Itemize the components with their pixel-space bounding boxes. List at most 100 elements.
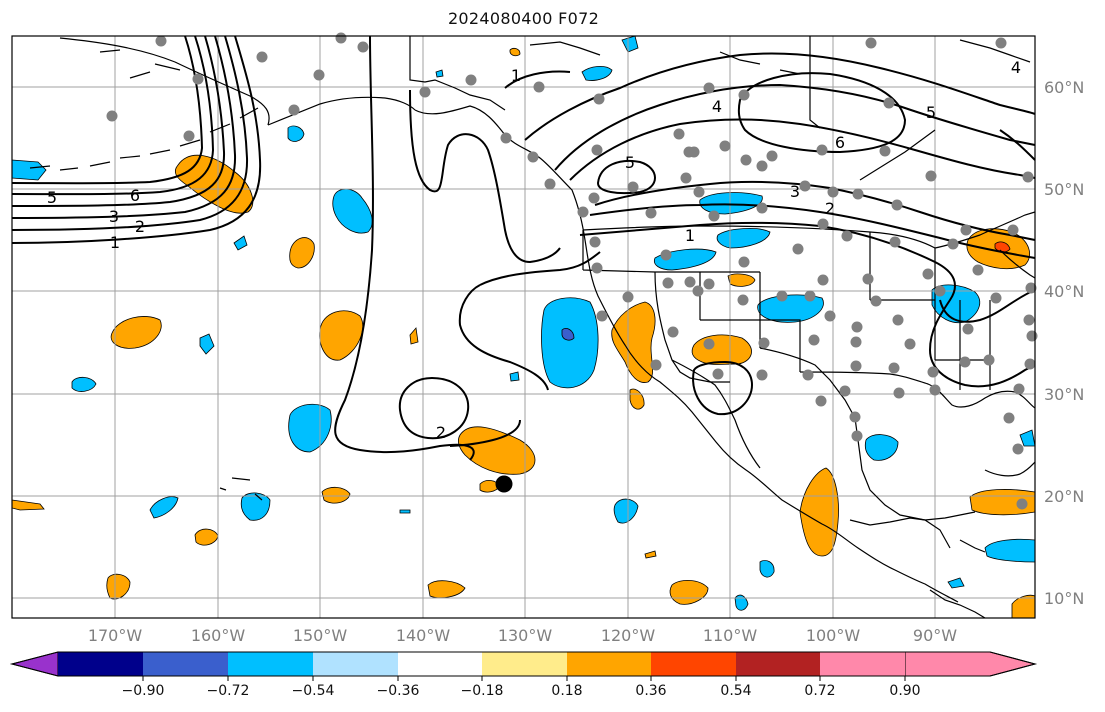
negative-fill [199, 333, 215, 355]
contour-label: 5 [625, 153, 635, 172]
colorbar-tick-label: 0.36 [635, 683, 667, 699]
map-title: 2024080400 F072 [447, 9, 600, 28]
colorbar [10, 651, 1037, 681]
colorbar-tick-label: 0.72 [804, 683, 836, 699]
positive-fill [106, 573, 131, 600]
contour-label: 1 [110, 233, 120, 252]
colorbar-tick-label: 0.54 [720, 683, 752, 699]
positive-fill [319, 310, 364, 361]
negative-fill [581, 66, 613, 81]
lat-label: 50°N [1044, 180, 1085, 199]
positive-fill [509, 47, 521, 57]
contour-label: 2 [135, 217, 145, 236]
contour-label: 5 [926, 103, 936, 122]
colorbar-extend-left [10, 651, 59, 677]
colorbar-tick-label: −0.36 [376, 683, 420, 699]
positive-fill [11, 499, 45, 511]
positive-fill [458, 426, 536, 475]
negative-fill [541, 297, 599, 389]
negative-fill [947, 577, 965, 589]
colorbar-segment [58, 652, 143, 676]
lat-label: 30°N [1044, 385, 1085, 404]
positive-fill [727, 273, 756, 287]
lon-label: 120°W [600, 626, 656, 645]
negative-fill [399, 509, 411, 514]
lon-label: 90°W [912, 626, 958, 645]
positive-fill [1011, 594, 1036, 619]
lat-label: 10°N [1044, 589, 1085, 608]
positive-fill [611, 301, 656, 383]
map-frame [11, 35, 1036, 619]
coastlines [29, 36, 1036, 619]
colorbar-segment [736, 652, 820, 676]
colorbar-segment [820, 652, 905, 676]
negative-fill [699, 192, 763, 215]
colorbar-segment [143, 652, 228, 676]
positive-fill [669, 580, 709, 605]
colorbar-segment [398, 652, 482, 676]
negative-fill [509, 371, 520, 382]
lon-label: 100°W [805, 626, 861, 645]
negative-fill [435, 69, 444, 78]
positive-fill [691, 334, 752, 365]
negative-fill [734, 594, 749, 611]
contour-label: 1 [685, 226, 695, 245]
positive-fill [409, 327, 419, 345]
negative-fill [287, 125, 305, 142]
positive-fill [994, 241, 1011, 253]
contour-lines [11, 35, 1036, 461]
colorbar-tick-label: −0.18 [460, 683, 504, 699]
lat-label: 60°N [1044, 78, 1085, 97]
contour-labels: 1 2 3 5 6 1 2 3 4 5 6 5 2 4 1 [47, 58, 1021, 442]
positive-fill [289, 237, 315, 269]
colorbar-segment [313, 652, 398, 676]
colorbar-tick-label: 0.18 [551, 683, 583, 699]
lon-label: 160°W [190, 626, 246, 645]
positive-fill [427, 580, 466, 599]
lat-label: 40°N [1044, 282, 1085, 301]
contour-label: 2 [825, 199, 835, 218]
negative-fill [332, 188, 373, 234]
negative-fill [716, 228, 771, 249]
contour-label: 6 [130, 186, 140, 205]
colorbar-tick-label: 0.90 [889, 683, 921, 699]
positive-fill [799, 467, 839, 557]
negative-fill [1019, 429, 1036, 447]
positive-fill [644, 550, 657, 559]
colorbar-tick-label: −0.54 [291, 683, 335, 699]
contour-label: 5 [47, 188, 57, 207]
negative-fill [288, 403, 332, 453]
negative-fill [984, 538, 1036, 563]
negative-fill [759, 560, 775, 578]
negative-fill [613, 498, 639, 524]
negative-fill [233, 235, 248, 251]
negative-fill [561, 328, 575, 341]
negative-fill [149, 496, 179, 519]
graticule [12, 36, 1035, 618]
contour-label: 3 [109, 207, 119, 226]
lon-label: 170°W [87, 626, 143, 645]
lat-label: 20°N [1044, 487, 1085, 506]
contour-label: 6 [835, 133, 845, 152]
contour-label: 4 [1011, 58, 1021, 77]
lon-label: 110°W [702, 626, 758, 645]
colorbar-segment [482, 652, 567, 676]
negative-fill [621, 35, 639, 53]
colorbar-tick-label: −0.72 [206, 683, 250, 699]
positive-fill [110, 316, 162, 349]
lon-label: 140°W [395, 626, 451, 645]
colorbar-segment [228, 652, 313, 676]
negative-fill [71, 376, 97, 392]
negative-fill [240, 492, 271, 521]
colorbar-segment [567, 652, 651, 676]
colorbar-extend-right [904, 651, 1037, 677]
contour-label: 2 [436, 423, 446, 442]
anomaly-fills [11, 35, 1036, 619]
negative-fill [11, 159, 47, 181]
lon-label: 150°W [292, 626, 348, 645]
positive-fill [629, 388, 645, 410]
contour-label: 1 [511, 66, 521, 85]
negative-fill [864, 434, 899, 461]
contour-label: 4 [712, 97, 722, 116]
contour-label: 3 [790, 182, 800, 201]
